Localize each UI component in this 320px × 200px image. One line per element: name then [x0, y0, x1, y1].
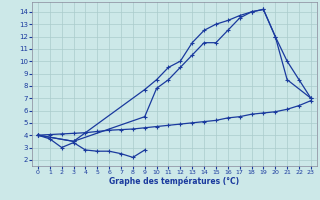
X-axis label: Graphe des températures (°C): Graphe des températures (°C)	[109, 177, 239, 186]
